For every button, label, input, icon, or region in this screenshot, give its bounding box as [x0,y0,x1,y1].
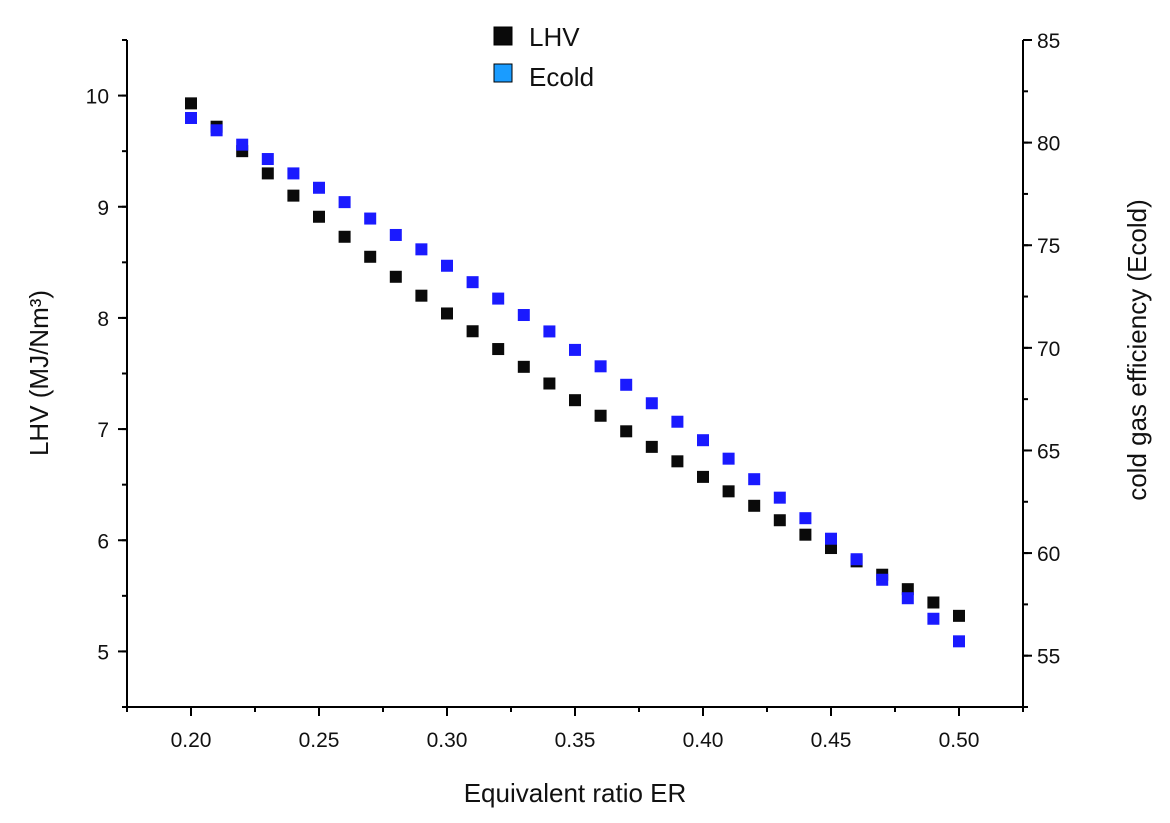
point-lhv [825,542,837,555]
y-tick-label: 5 [97,641,109,664]
point-ecold [185,111,197,124]
point-lhv [594,409,607,422]
point-lhv [287,189,300,202]
legend: LHV Ecold [493,22,594,92]
point-lhv [645,440,658,453]
point-lhv [389,270,402,283]
y-axis-ticks: 5 6 7 8 9 10 [86,39,127,708]
point-ecold [364,212,377,225]
point-lhv [722,485,735,498]
point-lhv [415,289,428,302]
point-lhv [517,360,530,373]
point-ecold [236,138,249,151]
legend-label-lhv: LHV [529,22,580,52]
y2-axis-ticks: 55 60 65 70 75 80 85 [1023,30,1060,708]
point-lhv [338,230,351,243]
point-ecold [799,512,812,525]
point-lhv [185,97,197,110]
y2-axis-title: cold gas efficiency (Ecold) [1122,199,1152,501]
x-tick-label: 0.20 [171,729,212,752]
point-lhv [466,325,479,338]
y2-tick-label: 70 [1037,338,1060,361]
legend-label-ecold: Ecold [529,62,594,92]
point-lhv [492,343,505,356]
x-axis-ticks: 0.20 0.25 0.30 0.35 0.40 0.45 0.50 [126,707,1024,752]
point-lhv [773,514,786,527]
point-ecold [671,415,684,428]
point-ecold [748,473,761,486]
point-lhv [697,470,709,483]
y2-tick-label: 85 [1037,30,1060,53]
point-lhv [261,167,274,180]
point-ecold [287,167,300,180]
point-ecold [415,243,428,256]
point-ecold [543,325,556,338]
point-lhv [799,528,812,541]
y-tick-label: 6 [97,530,109,553]
y2-tick-label: 60 [1037,543,1060,566]
x-axis-title: Equivalent ratio ER [464,778,687,808]
y-tick-label: 10 [86,86,109,109]
data-points [185,97,965,648]
point-ecold [441,259,453,272]
point-lhv [313,210,325,223]
y-tick-label: 7 [97,419,109,442]
point-lhv [543,377,556,390]
y-axis-title: LHV (MJ/Nm³) [24,290,54,456]
x-tick-label: 0.50 [939,729,980,752]
point-ecold [313,181,325,194]
point-lhv [927,596,940,609]
x-tick-label: 0.35 [555,729,596,752]
y-tick-label: 9 [97,197,109,220]
point-ecold [876,573,889,586]
point-lhv [364,250,377,263]
point-ecold [825,532,837,545]
x-tick-label: 0.40 [683,729,724,752]
x-tick-label: 0.45 [811,729,852,752]
y2-tick-label: 80 [1037,133,1060,156]
point-ecold [517,309,530,322]
point-ecold [773,491,786,504]
point-ecold [927,612,940,625]
point-ecold [645,397,658,410]
point-ecold [620,378,633,391]
point-lhv [901,583,914,596]
point-lhv [620,425,633,438]
point-ecold [901,592,914,605]
point-ecold [210,124,223,137]
point-ecold [850,553,863,566]
legend-swatch-lhv [493,26,513,46]
point-ecold [466,276,479,289]
y2-tick-label: 55 [1037,646,1060,669]
point-ecold [697,434,709,447]
point-lhv [671,455,684,468]
y2-tick-label: 65 [1037,440,1060,463]
point-ecold [261,153,274,166]
point-lhv [441,307,453,320]
point-lhv [953,609,965,622]
point-ecold [953,635,965,648]
x-tick-label: 0.25 [299,729,340,752]
point-ecold [338,196,351,209]
x-tick-label: 0.30 [427,729,468,752]
point-lhv [748,499,761,512]
point-ecold [492,292,505,305]
point-ecold [389,228,402,241]
point-lhv [569,394,581,407]
y-tick-label: 8 [97,308,109,331]
legend-swatch-ecold [493,63,513,83]
point-ecold [569,343,581,356]
y2-tick-label: 75 [1037,235,1060,258]
point-ecold [594,360,607,373]
point-ecold [722,452,735,465]
